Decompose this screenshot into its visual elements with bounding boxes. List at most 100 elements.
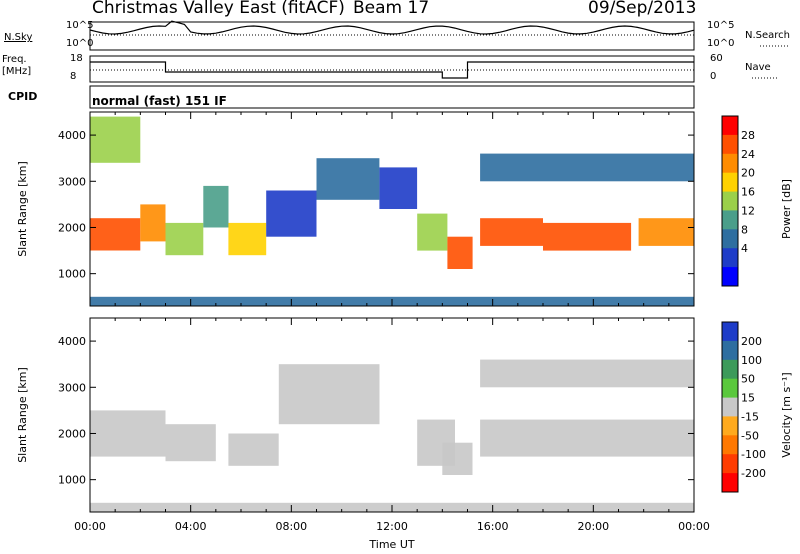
power-colorbar-swatch <box>722 210 738 230</box>
velocity-region <box>278 364 380 425</box>
beam-label: Beam 17 <box>353 0 430 18</box>
freq-tick-top: 18 <box>70 53 83 64</box>
velocity-colorbar-swatch <box>722 416 738 436</box>
freq-label-1: Freq. <box>2 54 27 65</box>
x-tick-label: 04:00 <box>175 520 207 533</box>
power-region <box>447 236 473 269</box>
plot-title: Christmas Valley East (fitACF) <box>92 0 345 18</box>
y-tick-label: 4000 <box>58 129 86 142</box>
nsky-trace <box>89 20 695 35</box>
nave-tick-top: 60 <box>710 53 723 64</box>
velocity-region <box>442 442 473 475</box>
power-region <box>140 204 166 242</box>
power-colorbar-swatch <box>722 248 738 268</box>
velocity-colorbar-swatch <box>722 435 738 455</box>
freq-tick-bottom: 8 <box>70 71 77 82</box>
colorbar-label: Velocity [m s⁻¹] <box>780 372 793 457</box>
y-tick-label: 4000 <box>58 335 86 348</box>
y-tick-label: 3000 <box>58 381 86 394</box>
cpid-panel <box>89 85 695 109</box>
power-region <box>543 222 632 251</box>
power-colorbar-swatch <box>722 116 738 136</box>
x-tick-label: 00:00 <box>678 520 710 533</box>
velocity-frame <box>89 317 695 513</box>
power-region <box>228 222 267 256</box>
power-colorbar-frame <box>721 115 739 287</box>
velocity-region <box>228 433 279 466</box>
colorbar-tick-label: 24 <box>741 148 755 161</box>
y-axis-label: Slant Range [km] <box>16 367 29 463</box>
power-region <box>379 167 418 209</box>
x-tick-label: 00:00 <box>74 520 106 533</box>
velocity-panel: 1000 2000 3000 4000 Slant Range [km] 200 100 50… <box>16 317 793 551</box>
colorbar-tick-label: 50 <box>741 373 755 386</box>
power-colorbar-swatch <box>722 172 738 193</box>
power-region <box>638 218 694 246</box>
velocity-region <box>480 359 694 388</box>
power-region <box>90 218 141 251</box>
power-region <box>417 213 448 251</box>
nsky-label: N.Sky <box>4 32 33 43</box>
power-region <box>90 116 141 163</box>
colorbar-tick-label: -200 <box>741 467 766 480</box>
colorbar-tick-label: 28 <box>741 129 755 142</box>
y-tick-label: 1000 <box>58 474 86 487</box>
velocity-colorbar-swatch <box>722 322 738 342</box>
date-label: 09/Sep/2013 <box>588 0 697 18</box>
colorbar-tick-label: 20 <box>741 167 755 180</box>
colorbar-tick-label: 16 <box>741 186 755 199</box>
velocity-region <box>480 419 694 457</box>
power-colorbar-swatch <box>722 134 738 155</box>
y-tick-label: 3000 <box>58 175 86 188</box>
velocity-colorbar-frame <box>721 321 739 493</box>
power-panel: 1000 2000 3000 4000 Slant Range [km] 28 24 20 16… <box>16 111 793 307</box>
power-colorbar-swatch <box>722 153 738 174</box>
cpid-label: CPID <box>8 90 38 103</box>
colorbar-tick-label: 8 <box>741 223 748 236</box>
x-axis-label: Time UT <box>368 538 414 551</box>
velocity-colorbar-swatch <box>722 397 738 417</box>
noise-panel <box>89 21 695 51</box>
velocity-colorbar-swatch <box>722 378 738 399</box>
noise-tick-bottom: 10^0 <box>66 38 94 49</box>
y-axis-label: Slant Range [km] <box>16 161 29 257</box>
power-region <box>203 185 229 228</box>
colorbar-tick-label: -15 <box>741 410 759 423</box>
y-tick-label: 2000 <box>58 427 86 440</box>
colorbar-tick-label: 100 <box>741 354 762 367</box>
colorbar-tick-label: -100 <box>741 448 766 461</box>
power-colorbar-swatch <box>722 267 738 287</box>
noise-tick-top: 10^5 <box>66 20 94 31</box>
nave-label: Nave <box>745 62 771 73</box>
velocity-colorbar-swatch <box>722 473 738 493</box>
x-tick-label: 12:00 <box>376 520 408 533</box>
velocity-region <box>165 424 216 462</box>
noise-tick-top-right: 10^5 <box>707 20 735 31</box>
y-tick-label: 2000 <box>58 221 86 234</box>
y-tick-label: 1000 <box>58 268 86 281</box>
colorbar-label: Power [dB] <box>780 179 793 239</box>
freq-trace <box>90 61 694 79</box>
colorbar-tick-label: 15 <box>741 392 755 405</box>
velocity-region <box>90 410 166 457</box>
power-region <box>316 158 380 200</box>
power-region <box>266 190 317 237</box>
freq-label-2: [MHz] <box>2 66 32 77</box>
freq-panel <box>89 55 695 83</box>
cpid-text: normal (fast) 151 IF <box>92 94 227 108</box>
velocity-colorbar-swatch <box>722 454 738 474</box>
nave-tick-bottom: 0 <box>710 71 717 82</box>
power-region <box>480 153 694 182</box>
power-region <box>480 218 543 246</box>
power-region <box>165 222 204 256</box>
colorbar-tick-label: 4 <box>741 242 748 255</box>
x-tick-label: 20:00 <box>577 520 609 533</box>
x-tick-label: 08:00 <box>275 520 307 533</box>
colorbar-tick-label: -50 <box>741 429 759 442</box>
velocity-colorbar-swatch <box>722 340 738 361</box>
power-colorbar-swatch <box>722 191 738 211</box>
colorbar-tick-label: 12 <box>741 204 755 217</box>
velocity-colorbar-swatch <box>722 359 738 380</box>
nsearch-label: N.Search <box>745 30 791 41</box>
